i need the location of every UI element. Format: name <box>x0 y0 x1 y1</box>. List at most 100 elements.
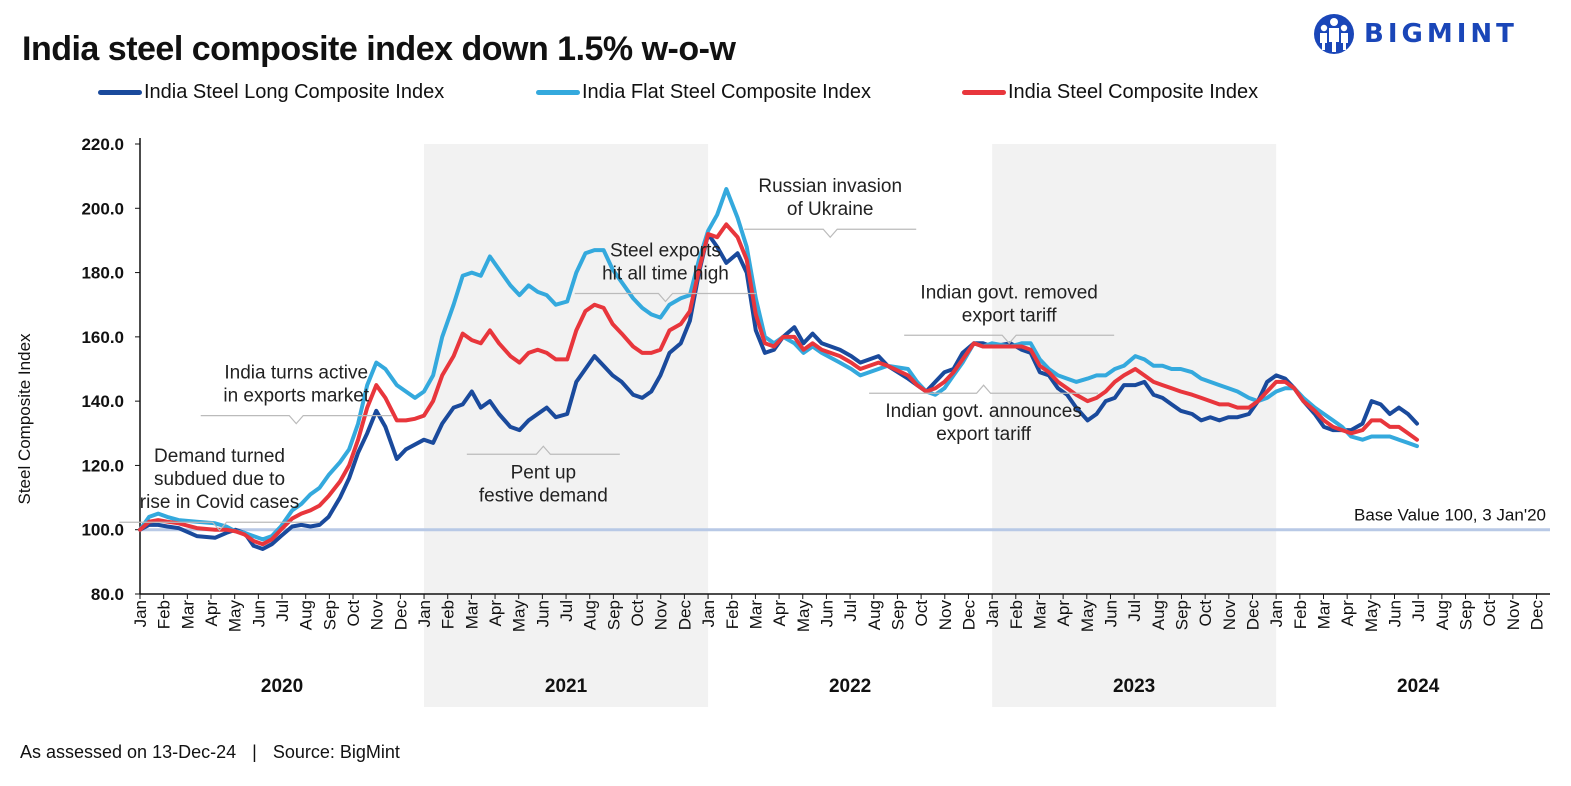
x-tick-label: Dec <box>1528 600 1547 631</box>
x-tick-label: Apr <box>1054 600 1073 627</box>
x-tick-label: Jun <box>1386 600 1405 627</box>
x-tick-label: May <box>510 600 529 633</box>
annotation-text: subdued due to <box>154 469 285 490</box>
annotation-pointer <box>119 521 320 532</box>
legend-swatch-flat <box>536 90 580 95</box>
x-tick-label: Dec <box>675 600 694 631</box>
x-tick-label: Sep <box>888 600 907 630</box>
x-tick-label: Jan <box>131 600 150 627</box>
y-tick-label: 180.0 <box>81 264 124 283</box>
x-tick-label: Jun <box>1101 600 1120 627</box>
x-tick-label: Feb <box>1007 600 1026 629</box>
x-tick-label: Nov <box>652 600 671 631</box>
x-tick-label: Dec <box>391 600 410 631</box>
annotation-text: Indian govt. announces <box>885 401 1082 422</box>
x-tick-label: Jun <box>817 600 836 627</box>
annotation-text: of Ukraine <box>787 199 874 220</box>
annotation-pointer <box>466 445 620 455</box>
x-tick-label: Feb <box>1291 600 1310 629</box>
legend-swatch-long <box>98 90 142 95</box>
legend-label-long: India Steel Long Composite Index <box>144 81 445 103</box>
annotation-text: hit all time high <box>602 264 729 285</box>
x-tick-label: Feb <box>723 600 742 629</box>
x-tick-label: May <box>226 600 245 633</box>
annotation-pointer <box>904 334 1115 345</box>
x-tick-label: Dec <box>959 600 978 631</box>
x-tick-label: May <box>1078 600 1097 633</box>
x-tick-label: Sep <box>604 600 623 630</box>
x-tick-label: Sep <box>1457 600 1476 630</box>
y-tick-label: 100.0 <box>81 521 124 540</box>
annotation-pointer <box>744 228 917 239</box>
x-tick-label: Jan <box>1267 600 1286 627</box>
y-tick-label: 160.0 <box>81 328 124 347</box>
bigmint-logo: BIGMINT <box>1312 12 1518 56</box>
x-tick-label: Aug <box>1433 600 1452 630</box>
x-tick-label: Mar <box>462 600 481 630</box>
year-label-2022: 2022 <box>829 676 871 697</box>
x-tick-label: Jan <box>415 600 434 627</box>
chart-footer: As assessed on 13-Dec-24 | Source: BigMint <box>20 742 400 763</box>
y-tick-label: 200.0 <box>81 199 124 218</box>
x-tick-label: Apr <box>1338 600 1357 627</box>
source-credit: Source: BigMint <box>272 742 400 762</box>
x-tick-label: Jan <box>699 600 718 627</box>
legend-item-composite: India Steel Composite Index <box>962 81 1258 104</box>
y-tick-label: 120.0 <box>81 456 124 475</box>
legend-item-long: India Steel Long Composite Index <box>98 81 536 104</box>
year-label-2023: 2023 <box>1113 676 1155 697</box>
series-line-composite <box>138 222 1419 547</box>
chart-legend: India Steel Long Composite Index India F… <box>98 81 1258 104</box>
x-tick-label: Aug <box>1149 600 1168 630</box>
x-tick-label: Jun <box>533 600 552 627</box>
x-tick-label: Aug <box>581 600 600 630</box>
annotation-text: Pent up <box>511 462 577 483</box>
bigmint-people-logo-icon <box>1314 14 1354 54</box>
x-tick-label: Oct <box>344 600 363 627</box>
legend-label-composite: India Steel Composite Index <box>1008 81 1259 103</box>
x-tick-label: Apr <box>770 600 789 627</box>
chart-title: India steel composite index down 1.5% w-… <box>22 30 736 68</box>
x-tick-label: Mar <box>178 600 197 630</box>
year-label-2021: 2021 <box>545 676 588 697</box>
annotation-pointer <box>574 292 757 303</box>
legend-item-flat: India Flat Steel Composite Index <box>536 81 962 104</box>
annotation-text: Demand turned <box>154 446 285 467</box>
assessed-date: As assessed on 13-Dec-24 <box>20 742 237 762</box>
x-tick-label: Jul <box>557 600 576 622</box>
series-line-flat <box>138 187 1419 542</box>
x-tick-label: Nov <box>1504 600 1523 631</box>
x-tick-label: Sep <box>1172 600 1191 630</box>
year-label-2020: 2020 <box>261 676 303 697</box>
annotation-text: rise in Covid cases <box>140 492 299 513</box>
annotation-pointer <box>869 384 1099 394</box>
footer-separator: | <box>252 742 257 762</box>
x-tick-label: Oct <box>628 600 647 627</box>
annotation-text: export tariff <box>962 305 1057 326</box>
x-tick-label: May <box>794 600 813 633</box>
x-tick-label: Aug <box>297 600 316 630</box>
x-tick-label: Nov <box>368 600 387 631</box>
y-axis-label: Steel Composite Index <box>15 333 34 505</box>
baseline-label: Base Value 100, 3 Jan'20 <box>1354 506 1546 525</box>
x-tick-label: Jul <box>273 600 292 622</box>
x-tick-label: Oct <box>1480 600 1499 627</box>
annotation-text: export tariff <box>936 424 1031 445</box>
y-tick-label: 140.0 <box>81 392 124 411</box>
x-tick-label: Apr <box>202 600 221 627</box>
annotation-pointer <box>200 415 392 425</box>
annotation-text: in exports market <box>223 386 369 407</box>
annotation-text: Russian invasion <box>758 176 902 197</box>
x-tick-label: Feb <box>155 600 174 629</box>
line-chart: Base Value 100, 3 Jan'20 80.0 100.0 120.0 14… <box>15 135 1550 707</box>
x-tick-label: Oct <box>912 600 931 627</box>
legend-swatch-composite <box>962 90 1006 95</box>
x-tick-label: Jul <box>1409 600 1428 622</box>
